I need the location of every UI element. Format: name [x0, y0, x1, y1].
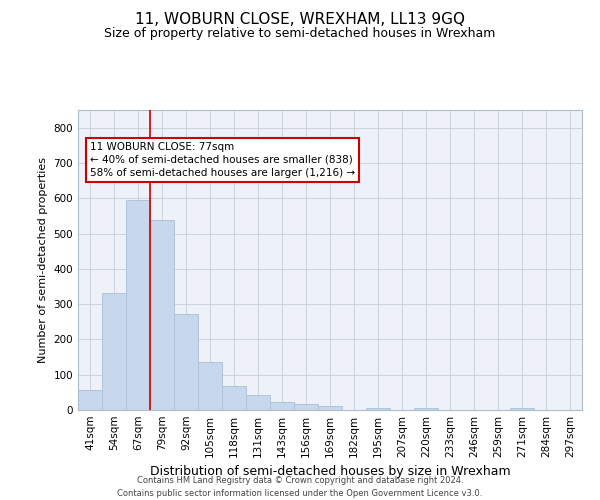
- Bar: [78, 390, 102, 410]
- X-axis label: Distribution of semi-detached houses by size in Wrexham: Distribution of semi-detached houses by …: [149, 466, 511, 478]
- Bar: [222, 386, 246, 410]
- Text: Contains HM Land Registry data © Crown copyright and database right 2024.
Contai: Contains HM Land Registry data © Crown c…: [118, 476, 482, 498]
- Bar: [294, 404, 318, 410]
- Bar: [126, 200, 150, 410]
- Bar: [414, 408, 438, 410]
- Bar: [510, 408, 534, 410]
- Text: 11 WOBURN CLOSE: 77sqm
← 40% of semi-detached houses are smaller (838)
58% of se: 11 WOBURN CLOSE: 77sqm ← 40% of semi-det…: [90, 142, 355, 178]
- Bar: [198, 362, 222, 410]
- Bar: [174, 314, 198, 410]
- Bar: [102, 293, 126, 410]
- Y-axis label: Number of semi-detached properties: Number of semi-detached properties: [38, 157, 48, 363]
- Bar: [270, 402, 294, 410]
- Text: 11, WOBURN CLOSE, WREXHAM, LL13 9GQ: 11, WOBURN CLOSE, WREXHAM, LL13 9GQ: [135, 12, 465, 28]
- Bar: [246, 395, 270, 410]
- Bar: [366, 408, 390, 410]
- Text: Size of property relative to semi-detached houses in Wrexham: Size of property relative to semi-detach…: [104, 28, 496, 40]
- Bar: [318, 406, 342, 410]
- Bar: [150, 220, 174, 410]
